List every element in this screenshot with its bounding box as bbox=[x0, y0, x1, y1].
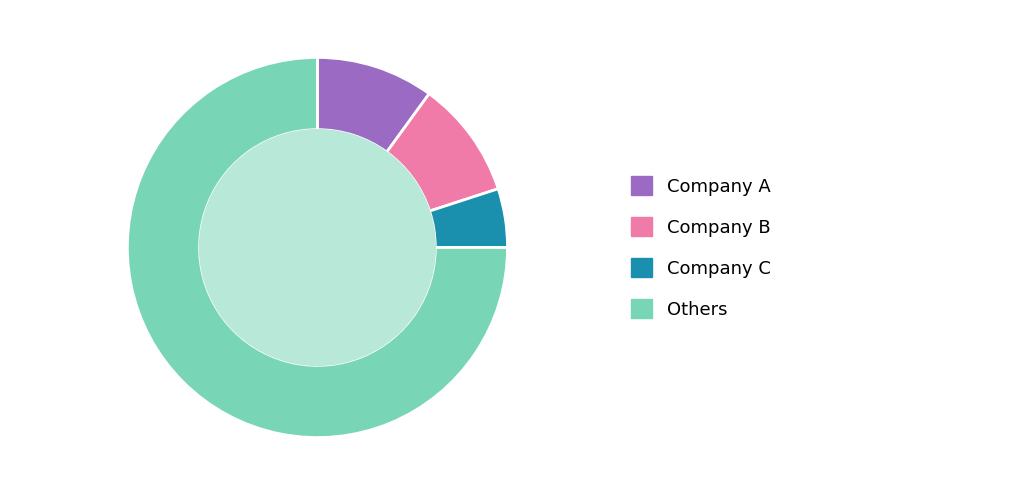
Wedge shape bbox=[127, 57, 508, 438]
Wedge shape bbox=[429, 189, 508, 248]
Wedge shape bbox=[317, 57, 429, 152]
Legend: Company A, Company B, Company C, Others: Company A, Company B, Company C, Others bbox=[624, 169, 778, 326]
Wedge shape bbox=[387, 94, 499, 211]
Circle shape bbox=[200, 130, 435, 365]
